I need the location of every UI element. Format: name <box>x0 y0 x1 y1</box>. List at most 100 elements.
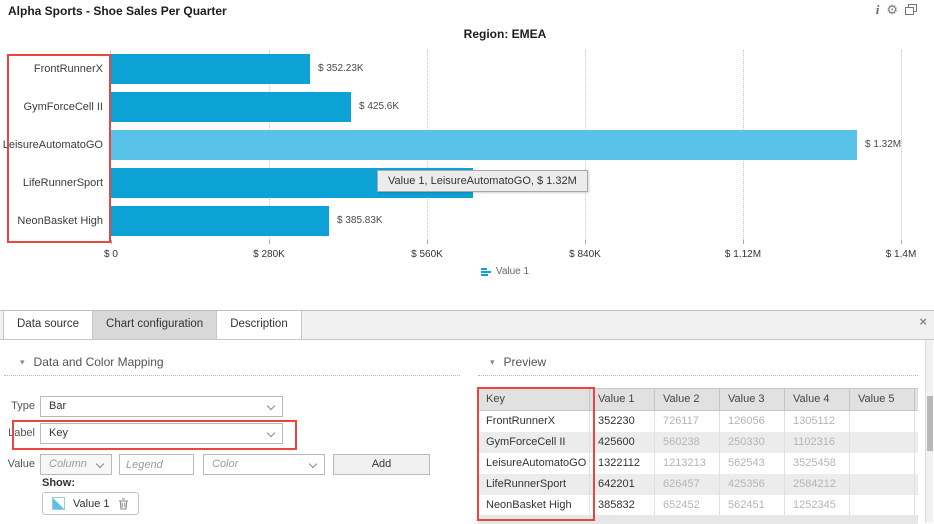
axis-tick <box>269 240 270 244</box>
preview-section-header[interactable]: ▾ Preview <box>490 355 546 369</box>
preview-value-cell: 3525458 <box>785 453 850 474</box>
scrollbar-thumb[interactable] <box>927 396 933 451</box>
bar-row: $ 385.83K <box>111 202 901 240</box>
table-horizontal-scrollbar[interactable] <box>478 515 918 524</box>
value-label: Value <box>7 458 35 470</box>
delete-icon[interactable] <box>118 498 129 510</box>
preview-value-cell: 560238 <box>655 432 720 453</box>
preview-header-row: Key Value 1 Value 2 Value 3 Value 4 Value 5 <box>478 388 918 411</box>
preview-header-cell: Key <box>478 389 590 410</box>
chart-legend[interactable]: Value 1 <box>110 266 900 277</box>
bar-value-label: $ 352.23K <box>318 63 364 74</box>
preview-value-cell: 352230 <box>590 411 655 432</box>
chart-title: Alpha Sports - Shoe Sales Per Quarter <box>8 4 227 18</box>
preview-section-title: Preview <box>503 355 547 369</box>
config-panel: Data source Chart configuration Descript… <box>0 310 934 524</box>
bar-value-label: $ 385.83K <box>337 215 383 226</box>
bar-frontrunnerx[interactable] <box>111 54 310 84</box>
bar-neonbasket-high[interactable] <box>111 206 329 236</box>
series-chip-label: Value 1 <box>73 497 110 510</box>
x-axis-tick-label: $ 1.4M <box>885 249 917 260</box>
preview-value-cell: 562543 <box>720 453 785 474</box>
close-icon[interactable]: × <box>919 314 927 329</box>
column-select[interactable]: Column <box>40 454 112 475</box>
preview-value-cell: 425600 <box>590 432 655 453</box>
preview-value-cell <box>850 411 915 432</box>
tab-chart-configuration[interactable]: Chart configuration <box>93 311 218 339</box>
panel-tabbar: Data source Chart configuration Descript… <box>0 311 934 340</box>
legend-input[interactable] <box>119 454 194 475</box>
tab-description[interactable]: Description <box>217 311 302 339</box>
preview-key-cell: NeonBasket High <box>478 495 590 516</box>
type-select[interactable]: Bar <box>40 396 283 417</box>
preview-row[interactable]: NeonBasket High 385832 652452 562451 1252345 <box>478 495 918 516</box>
preview-value-cell <box>850 432 915 453</box>
gridline <box>901 50 902 240</box>
chart-widget: Alpha Sports - Shoe Sales Per Quarter i … <box>2 2 917 277</box>
preview-value-cell <box>850 453 915 474</box>
axis-tick <box>427 240 428 244</box>
plot-area: $ 0 $ 280K $ 560K $ 840K $ 1.12M $ 1.4M $ 352.… <box>104 50 916 260</box>
chevron-down-icon <box>308 459 318 469</box>
preview-header-cell: Value 5 <box>850 389 915 410</box>
mapping-section-title: Data and Color Mapping <box>33 355 164 369</box>
preview-value-cell: 726117 <box>655 411 720 432</box>
preview-value-cell: 250330 <box>720 432 785 453</box>
series-color-swatch <box>52 497 65 510</box>
tab-data-source[interactable]: Data source <box>3 311 94 339</box>
bar-leisureautomatogo[interactable] <box>111 130 857 160</box>
preview-header-cell: Value 2 <box>655 389 720 410</box>
category-label: NeonBasket High <box>17 215 103 227</box>
add-button[interactable]: Add <box>333 454 430 475</box>
series-chip-value-1[interactable]: Value 1 <box>42 492 139 515</box>
mapping-section-header[interactable]: ▾ Data and Color Mapping <box>20 355 164 369</box>
preview-value-cell: 626457 <box>655 474 720 495</box>
bar-tooltip: Value 1, LeisureAutomatoGO, $ 1.32M <box>377 170 588 192</box>
preview-table: Key Value 1 Value 2 Value 3 Value 4 Value 5 Fr… <box>478 388 918 516</box>
preview-value-cell: 425356 <box>720 474 785 495</box>
category-label: GymForceCell II <box>23 101 103 113</box>
divider <box>4 375 460 376</box>
gear-icon[interactable]: ⚙ <box>886 2 898 17</box>
preview-header-cell: Value 3 <box>720 389 785 410</box>
preview-value-cell: 2584212 <box>785 474 850 495</box>
info-icon[interactable]: i <box>875 2 880 17</box>
preview-row[interactable]: GymForceCell II 425600 560238 250330 1102316 <box>478 432 918 453</box>
x-axis-tick-label: $ 840K <box>569 249 601 260</box>
preview-key-cell: LifeRunnerSport <box>478 474 590 495</box>
show-label: Show: <box>42 477 75 489</box>
preview-header-cell: Value 4 <box>785 389 850 410</box>
axis-tick <box>901 240 902 244</box>
collapse-icon: ▾ <box>490 356 495 367</box>
preview-key-cell: FrontRunnerX <box>478 411 590 432</box>
label-select[interactable]: Key <box>40 423 283 444</box>
preview-key-cell: LeisureAutomatoGO <box>478 453 590 474</box>
chart-subtitle: Region: EMEA <box>463 27 547 41</box>
preview-header-cell: Value 1 <box>590 389 655 410</box>
preview-value-cell: 652452 <box>655 495 720 516</box>
bar-value-label: $ 1.32M <box>865 139 902 150</box>
preview-row[interactable]: LeisureAutomatoGO 1322112 1213213 562543 352… <box>478 453 918 474</box>
maximize-icon[interactable] <box>905 4 917 15</box>
column-select-placeholder: Column <box>49 458 87 470</box>
preview-key-cell: GymForceCell II <box>478 432 590 453</box>
preview-row[interactable]: LifeRunnerSport 642201 626457 425356 2584212 <box>478 474 918 495</box>
chevron-down-icon <box>266 401 276 411</box>
preview-value-cell: 126056 <box>720 411 785 432</box>
preview-value-cell: 1213213 <box>655 453 720 474</box>
bar-row: $ 352.23K <box>111 50 901 88</box>
color-select[interactable]: Color <box>203 454 325 475</box>
panel-scrollbar[interactable] <box>925 340 933 523</box>
axis-tick <box>743 240 744 244</box>
type-select-value: Bar <box>49 400 67 412</box>
preview-value-cell: 1305112 <box>785 411 850 432</box>
x-axis-tick-label: $ 1.12M <box>724 249 762 260</box>
color-select-placeholder: Color <box>212 458 239 470</box>
bar-gymforcecell-ii[interactable] <box>111 92 351 122</box>
preview-row[interactable]: FrontRunnerX 352230 726117 126056 1305112 <box>478 411 918 432</box>
label-select-value: Key <box>49 427 68 439</box>
bar-row: $ 425.6K <box>111 88 901 126</box>
category-label: LifeRunnerSport <box>22 177 103 189</box>
preview-value-cell: 562451 <box>720 495 785 516</box>
